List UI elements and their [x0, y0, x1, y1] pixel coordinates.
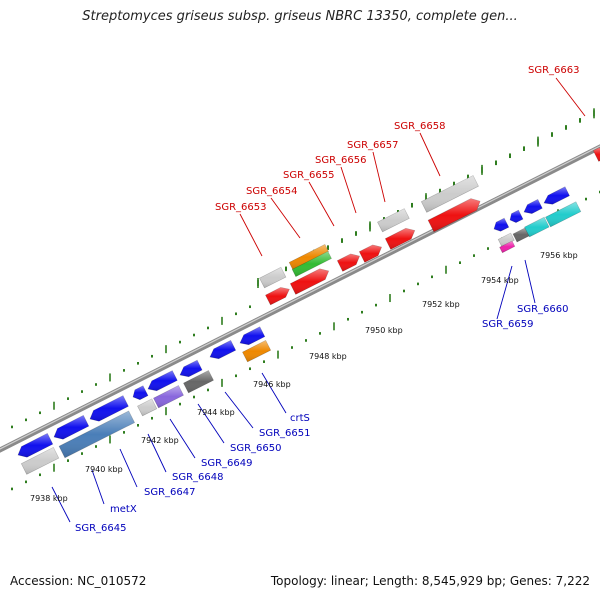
leader-line [169, 418, 196, 459]
gene-arrow-sgr-6653-gray[interactable] [259, 266, 287, 289]
scale-label-7956: 7956 kbp [540, 251, 578, 260]
gene-label-sgr-6663[interactable]: SGR_6663 [528, 65, 580, 76]
gene-arrow-blue[interactable] [239, 326, 266, 346]
scale-label-7944: 7944 kbp [197, 408, 235, 417]
leader-line [197, 403, 225, 444]
gene-arrow-blue[interactable] [132, 385, 149, 401]
scale-label-7938: 7938 kbp [30, 494, 68, 503]
bottom-gene-labels[interactable]: SGR_6645 metX SGR_6647 SGR_6648 SGR_6649… [75, 304, 569, 534]
gene-label-sgr-6653[interactable]: SGR_6653 [215, 202, 267, 213]
leader-line [340, 166, 357, 214]
gene-arrow-blue[interactable] [523, 198, 543, 214]
gene-arrow-blue[interactable] [17, 432, 54, 458]
top-gene-labels[interactable]: SGR_6653 SGR_6654 SGR_6655 SGR_6656 SGR_… [215, 65, 580, 213]
scale-label-7940: 7940 kbp [85, 465, 123, 474]
scale-label-7952: 7952 kbp [422, 300, 460, 309]
leader-line [51, 486, 71, 523]
leader-line [372, 151, 386, 203]
gene-arrow-green[interactable] [291, 250, 332, 278]
leader-line [261, 372, 287, 414]
gene-arrow-sgr-6658[interactable] [427, 198, 481, 233]
leader-line [147, 433, 167, 473]
scale-label-7954: 7954 kbp [481, 276, 519, 285]
gene-arrow-cyan[interactable] [524, 216, 550, 238]
accession-text: Accession: NC_010572 [10, 574, 147, 588]
gene-arrow-blue[interactable] [89, 395, 129, 422]
gene-arrow-red[interactable] [336, 253, 361, 272]
gene-arrow-gray[interactable] [377, 208, 410, 233]
leader-line [91, 469, 105, 505]
leader-line [308, 181, 335, 227]
gene-label-sgr-6657[interactable]: SGR_6657 [347, 140, 399, 151]
chromosome-backbone [0, 144, 600, 453]
gene-label-sgr-6651[interactable]: SGR_6651 [259, 428, 311, 439]
gene-label-sgr-6659[interactable]: SGR_6659 [482, 319, 534, 330]
gene-arrow-blue[interactable] [147, 370, 178, 392]
leader-line [524, 259, 536, 304]
gene-label-sgr-6660[interactable]: SGR_6660 [517, 304, 569, 315]
gene-label-sgr-6648[interactable]: SGR_6648 [172, 472, 224, 483]
leader-line [270, 197, 301, 239]
gene-arrow-sgr-6663[interactable] [592, 147, 600, 162]
gene-arrow-gray[interactable] [420, 175, 479, 213]
gene-arrow-dark-gray[interactable] [183, 370, 214, 394]
gene-arrow-blue[interactable] [509, 209, 524, 223]
gene-arrow-pink[interactable] [499, 240, 516, 254]
leader-line [119, 448, 138, 488]
gene-arrow-red[interactable] [384, 227, 416, 250]
gene-arrow-sgr-6647[interactable] [58, 410, 136, 459]
gene-label-sgr-6645[interactable]: SGR_6645 [75, 523, 127, 534]
gene-arrow-gray[interactable] [497, 232, 515, 248]
gene-label-sgr-6655[interactable]: SGR_6655 [283, 170, 335, 181]
gene-label-sgr-6656[interactable]: SGR_6656 [315, 155, 367, 166]
map-title: Streptomyces griseus subsp. griseus NBRC… [82, 9, 518, 24]
gene-label-crts[interactable]: crtS [290, 413, 310, 424]
gene-arrow-orange[interactable] [242, 339, 272, 363]
gene-label-sgr-6658[interactable]: SGR_6658 [394, 121, 446, 132]
gene-arrow-red[interactable] [358, 244, 383, 263]
gene-label-sgr-6654[interactable]: SGR_6654 [246, 186, 298, 197]
gene-arrow-blue[interactable] [53, 414, 90, 440]
leader-line [224, 391, 254, 429]
scale-label-7950: 7950 kbp [365, 326, 403, 335]
genome-summary-text: Topology: linear; Length: 8,545,929 bp; … [270, 574, 590, 588]
leader-line [555, 77, 586, 117]
gene-arrow-purple[interactable] [153, 385, 184, 409]
leader-line [496, 265, 513, 320]
scale-label-7942: 7942 kbp [141, 436, 179, 445]
scale-label-7946: 7946 kbp [253, 380, 291, 389]
scale-label-7948: 7948 kbp [309, 352, 347, 361]
leader-lines [51, 77, 586, 523]
gene-arrow-cyan[interactable] [545, 201, 582, 228]
gene-arrow-blue[interactable] [493, 217, 510, 232]
gene-label-sgr-6647[interactable]: SGR_6647 [144, 487, 196, 498]
gene-label-metx[interactable]: metX [110, 504, 137, 515]
gene-features[interactable] [17, 147, 600, 475]
gene-arrow-orange[interactable] [288, 243, 329, 271]
gene-arrow-blue[interactable] [543, 186, 570, 205]
gene-arrow-red[interactable] [289, 268, 330, 295]
leader-line [239, 213, 263, 257]
gene-arrow-metx-gray[interactable] [20, 446, 60, 475]
leader-line [419, 132, 441, 177]
gene-arrow-red[interactable] [265, 287, 290, 306]
scale-labels: 7938 kbp 7940 kbp 7942 kbp 7944 kbp 7946… [30, 251, 578, 503]
gene-arrow-gray[interactable] [137, 398, 158, 417]
gene-label-sgr-6650[interactable]: SGR_6650 [230, 443, 282, 454]
gene-arrow-blue[interactable] [209, 339, 237, 360]
gene-arrow-blue[interactable] [179, 359, 203, 378]
gene-label-sgr-6649[interactable]: SGR_6649 [201, 458, 253, 469]
